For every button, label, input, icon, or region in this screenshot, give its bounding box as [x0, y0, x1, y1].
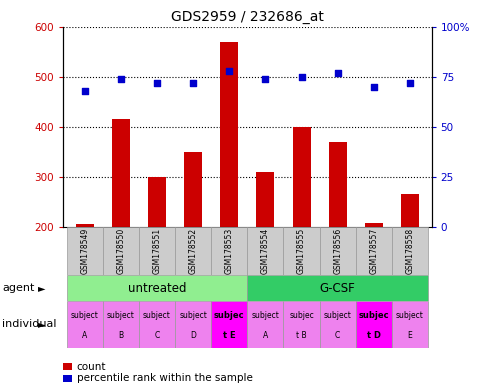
Text: subjec: subjec [358, 311, 388, 320]
Text: subject: subject [179, 311, 207, 320]
Text: count: count [76, 362, 106, 372]
Text: ►: ► [37, 283, 45, 293]
Bar [148, 177, 166, 227]
Text: GSM178550: GSM178550 [116, 227, 125, 274]
Text: E: E [407, 331, 411, 341]
Bar [211, 301, 247, 348]
Bar [103, 301, 138, 348]
Bar [391, 227, 427, 275]
Point [405, 80, 413, 86]
Text: t B: t B [296, 331, 306, 341]
Point [297, 74, 305, 80]
Bar [283, 301, 319, 348]
Point [117, 76, 124, 82]
Bar [247, 227, 283, 275]
Text: GSM178557: GSM178557 [369, 227, 378, 274]
Text: t E: t E [223, 331, 235, 341]
Text: GSM178553: GSM178553 [224, 227, 233, 274]
Point [225, 68, 233, 74]
Text: C: C [334, 331, 340, 341]
Text: individual: individual [2, 319, 57, 329]
Bar [391, 301, 427, 348]
Bar [292, 127, 310, 227]
Text: subjec: subjec [288, 311, 313, 320]
Text: A: A [262, 331, 268, 341]
Bar [247, 275, 427, 301]
Point [153, 80, 161, 86]
Bar [138, 301, 175, 348]
Text: GSM178552: GSM178552 [188, 227, 197, 274]
Bar [211, 227, 247, 275]
Text: t D: t D [366, 331, 380, 341]
Text: percentile rank within the sample: percentile rank within the sample [76, 373, 252, 383]
Bar [66, 275, 247, 301]
Bar [103, 227, 138, 275]
Text: subject: subject [395, 311, 423, 320]
Bar [256, 172, 274, 227]
Text: C: C [154, 331, 159, 341]
Text: agent: agent [2, 283, 35, 293]
Text: GSM178555: GSM178555 [296, 227, 305, 274]
Bar [400, 194, 418, 227]
Text: GSM178549: GSM178549 [80, 227, 89, 274]
Bar [247, 301, 283, 348]
Bar [355, 227, 391, 275]
Bar [328, 142, 346, 227]
Bar [66, 301, 103, 348]
Bar [319, 301, 355, 348]
Text: subject: subject [251, 311, 279, 320]
Bar [319, 227, 355, 275]
Point [369, 84, 377, 90]
Text: GSM178554: GSM178554 [260, 227, 270, 274]
Bar [175, 227, 211, 275]
Bar [220, 42, 238, 227]
Bar [76, 224, 93, 227]
Text: GSM178551: GSM178551 [152, 227, 161, 274]
Title: GDS2959 / 232686_at: GDS2959 / 232686_at [170, 10, 323, 25]
Text: ►: ► [37, 319, 45, 329]
Text: A: A [82, 331, 87, 341]
Text: subject: subject [143, 311, 170, 320]
Text: B: B [118, 331, 123, 341]
Text: G-CSF: G-CSF [319, 281, 355, 295]
Text: untreated: untreated [127, 281, 186, 295]
Point [81, 88, 89, 94]
Point [333, 70, 341, 76]
Bar [364, 223, 382, 227]
Text: subjec: subjec [213, 311, 244, 320]
Text: D: D [190, 331, 196, 341]
Text: GSM178556: GSM178556 [333, 227, 342, 274]
Bar [283, 227, 319, 275]
Point [189, 80, 197, 86]
Bar [184, 152, 202, 227]
Text: subject: subject [106, 311, 135, 320]
Bar [66, 227, 103, 275]
Bar [355, 301, 391, 348]
Bar [112, 119, 130, 227]
Text: GSM178558: GSM178558 [405, 227, 414, 274]
Text: subject: subject [71, 311, 98, 320]
Point [261, 76, 269, 82]
Bar [138, 227, 175, 275]
Bar [175, 301, 211, 348]
Text: subject: subject [323, 311, 351, 320]
